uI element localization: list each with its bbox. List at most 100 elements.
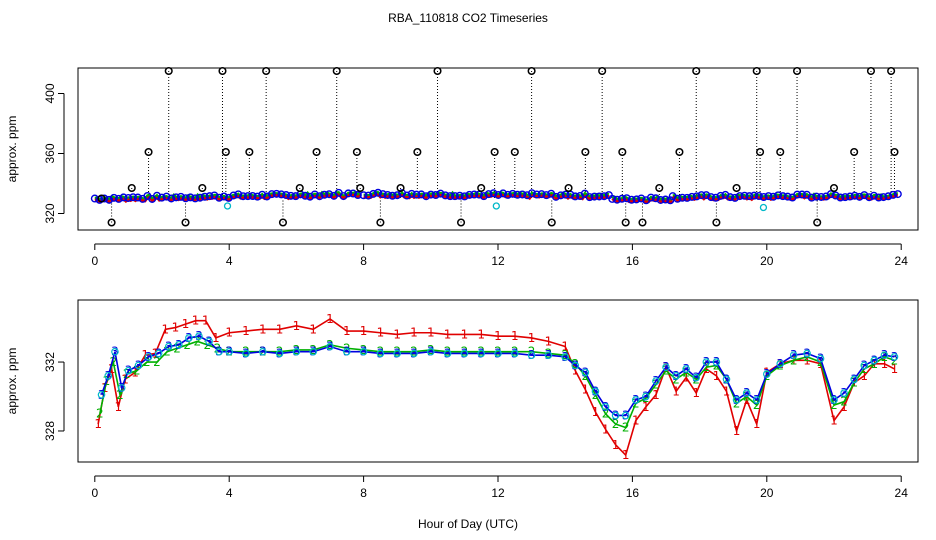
series-3-point: 3 [98, 388, 106, 402]
series-3-ring [195, 332, 203, 340]
series-3-ring [104, 372, 113, 380]
top-series3-point [783, 192, 792, 201]
top-series3-point [513, 190, 522, 199]
top-x-tick-label: 0 [91, 254, 98, 268]
series-2-point: 2 [204, 338, 212, 352]
series-1-point: 1 [444, 327, 452, 341]
series-2-point: 2 [494, 345, 502, 359]
top-y-tick-label: 320 [43, 203, 57, 223]
flask-point [164, 66, 173, 76]
flask-point [752, 66, 761, 76]
series-1-point: 1 [114, 400, 122, 414]
series-1-point: 1 [528, 331, 536, 345]
top-series3-point [446, 192, 455, 201]
top-series3-point [855, 192, 864, 201]
top-series3-point [661, 195, 670, 204]
cyan-point [223, 202, 232, 210]
series-1-point: 1 [733, 424, 741, 438]
series-3-ring [175, 341, 183, 349]
top-series3-point [484, 190, 493, 199]
series-3-point: 3 [830, 393, 838, 407]
series-3-ring [460, 349, 469, 358]
series-1-point: 1 [94, 417, 102, 431]
flask-point [655, 183, 664, 193]
top-series3-point [711, 193, 720, 202]
series-3-ring [309, 347, 318, 356]
flask-point [621, 218, 630, 227]
flask-point [712, 218, 721, 227]
series-3-point: 3 [145, 350, 153, 364]
series-1-point: 1 [276, 322, 284, 336]
series-3-point: 3 [723, 372, 731, 386]
series-1-point: 1 [803, 353, 811, 367]
series-3-point: 3 [612, 408, 620, 422]
top-series3-point [666, 196, 675, 205]
top-series3-point [344, 189, 353, 198]
series-2-point: 2 [214, 341, 222, 355]
series-3-point: 3 [870, 353, 878, 367]
flask-point [376, 218, 385, 227]
top-series3-point [702, 191, 711, 200]
series-1-point: 1 [652, 388, 660, 402]
top-series3-point [383, 190, 392, 199]
bottom-x-tick-label: 12 [491, 486, 505, 500]
series-3-ring [376, 349, 385, 358]
series-1-point: 1 [582, 383, 590, 397]
series-3-point: 3 [850, 372, 858, 386]
series-2-point: 2 [293, 343, 301, 357]
series-3-ring [426, 347, 435, 356]
series-3-ring [890, 353, 899, 361]
series-2-point: 2 [377, 345, 385, 359]
top-series3-point [774, 191, 783, 200]
series-1-point: 1 [225, 326, 233, 340]
series-1-point: 1 [592, 405, 600, 419]
series-3-point: 3 [195, 329, 203, 343]
bottom-y-tick-label: 332 [43, 352, 57, 372]
top-series3-point [258, 190, 267, 199]
flask-point [295, 183, 304, 193]
top-series3-point [889, 190, 898, 199]
series-3-ring [111, 347, 119, 356]
top-series3-point [470, 190, 479, 199]
series-3-point: 3 [632, 393, 640, 407]
series-1-point: 1 [692, 386, 700, 400]
x-axis-title: Hour of Day (UTC) [418, 517, 518, 531]
series-3-ring [601, 403, 610, 411]
top-series3-point [860, 191, 869, 200]
series-3-point: 3 [343, 345, 351, 359]
top-series3-point [205, 192, 214, 201]
top-series3-point [455, 191, 464, 200]
bottom-y-axis-title: approx. ppm [5, 348, 19, 415]
top-series3-point [152, 191, 161, 200]
top-series3-point [388, 191, 397, 200]
flask-point [396, 183, 405, 193]
series-3-point: 3 [561, 350, 569, 364]
top-series3-point [176, 192, 185, 201]
series-1-point: 1 [561, 340, 569, 354]
top-series3-point [359, 191, 368, 200]
flask-point [356, 183, 365, 193]
series-3-point: 3 [326, 340, 334, 354]
series-2-point: 2 [622, 421, 630, 435]
top-series3-point [754, 192, 763, 201]
series-3-point: 3 [309, 345, 317, 359]
series-1-point: 1 [293, 319, 301, 333]
top-series3-point [267, 190, 276, 199]
series-3-ring [591, 387, 600, 396]
top-series3-point [518, 190, 527, 199]
flask-point [638, 218, 647, 227]
top-series3-point [286, 191, 295, 200]
series-3-ring [631, 396, 640, 404]
series-1-point: 1 [477, 327, 485, 341]
series-3-ring [225, 347, 234, 356]
series-2-point: 2 [153, 355, 161, 369]
series-2-point: 2 [776, 358, 784, 372]
series-3-ring [215, 347, 223, 356]
series-2-point: 2 [427, 343, 435, 357]
series-3-ring [840, 389, 848, 397]
series-3-ring [652, 377, 660, 385]
top-series3-point [210, 191, 219, 200]
top-x-tick-label: 20 [760, 254, 774, 268]
series-1-point: 1 [259, 322, 267, 336]
